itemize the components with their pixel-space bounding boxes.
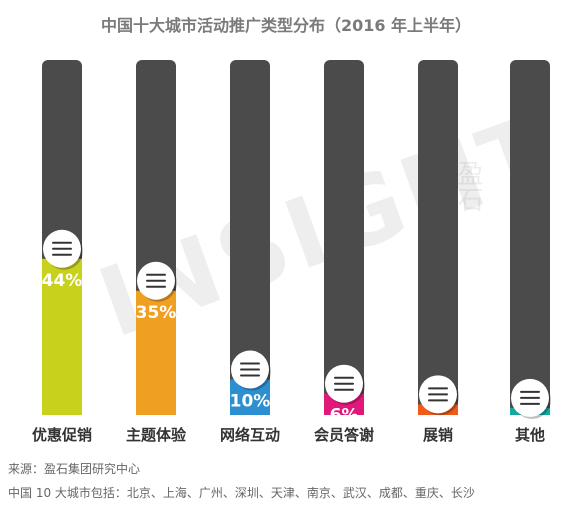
bar-track — [324, 60, 364, 415]
data-label: 35% — [136, 303, 177, 323]
bar-chart: 44% 优惠促销 35% 主题体验 10% 网络互动 6%会员答谢 3%展销 2%其他 — [32, 60, 551, 444]
bar — [136, 290, 176, 415]
bar-base — [230, 409, 270, 415]
slider-handle-icon — [137, 261, 177, 302]
bar-base — [324, 409, 364, 415]
slider-handle-icon — [231, 350, 271, 391]
slider-handle-icon — [43, 229, 83, 270]
data-label: 3% — [424, 416, 453, 436]
cities-note: 中国 10 大城市包括：北京、上海、广州、深圳、天津、南京、武汉、成都、重庆、长… — [8, 486, 475, 500]
category-label: 优惠促销 — [32, 426, 92, 444]
bar-track — [418, 60, 458, 415]
data-label: 10% — [230, 392, 271, 412]
slider-handle-icon — [511, 378, 551, 419]
bar-base — [42, 409, 82, 415]
source-note: 来源：盈石集团研究中心 — [8, 462, 141, 476]
category-label: 会员答谢 — [314, 426, 374, 444]
category-label: 主题体验 — [126, 426, 187, 444]
bar-track — [230, 60, 270, 415]
category-label: 网络互动 — [220, 426, 280, 444]
slider-handle-icon — [325, 364, 365, 405]
data-label: 6% — [330, 406, 359, 426]
bar — [42, 258, 82, 415]
data-label: 44% — [42, 271, 83, 291]
category-label: 其他 — [515, 426, 545, 444]
data-label: 2% — [516, 420, 545, 440]
chart-title: 中国十大城市活动推广类型分布（2016 年上半年） — [100, 16, 472, 35]
bar-base — [136, 409, 176, 415]
category-label: 展销 — [423, 426, 453, 444]
slider-handle-icon — [419, 375, 459, 416]
bar-track — [510, 60, 550, 415]
